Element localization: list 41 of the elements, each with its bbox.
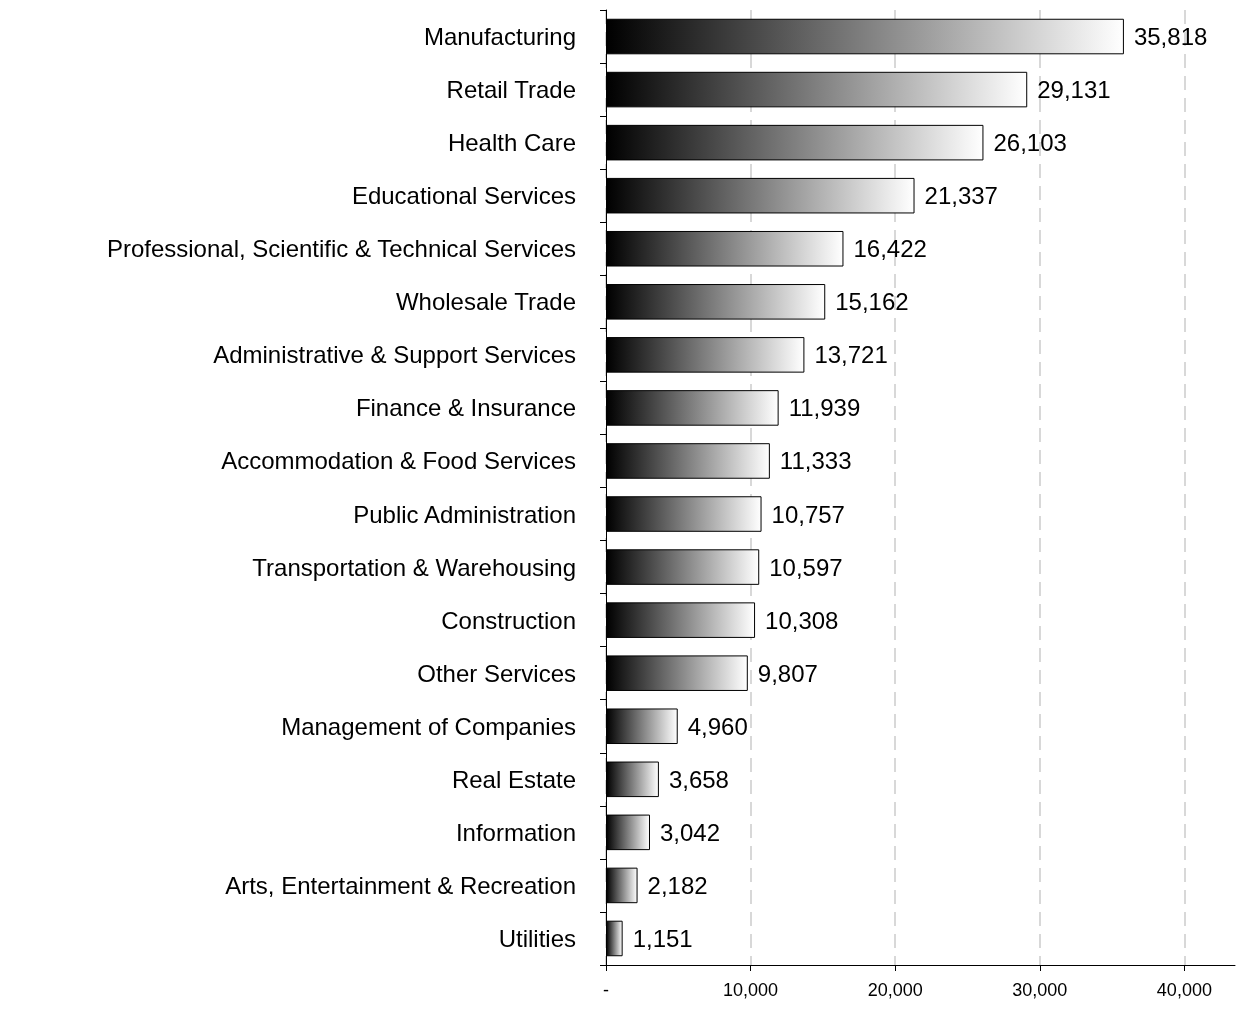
data-label: 21,337 [924, 182, 998, 210]
y-tick-label: Utilities [498, 924, 576, 952]
y-tick-label: Management of Companies [281, 712, 576, 740]
y-tick-label: Administrative & Support Services [213, 341, 576, 369]
data-label: 10,757 [771, 500, 845, 528]
data-label: 1,151 [632, 924, 693, 952]
y-tick-label: Information [455, 818, 576, 846]
data-label: 2,182 [647, 871, 708, 899]
y-tick-label: Health Care [447, 129, 576, 157]
data-label: 13,721 [814, 341, 888, 369]
data-label: 35,818 [1133, 23, 1208, 51]
y-tick-label: Educational Services [351, 182, 576, 210]
data-label: 15,162 [835, 288, 909, 316]
data-label: 10,597 [769, 553, 843, 581]
data-label: 11,333 [779, 447, 852, 475]
y-tick-label: Real Estate [451, 765, 576, 793]
data-label: 3,042 [659, 818, 721, 846]
data-label: 10,308 [765, 606, 839, 634]
x-tick-label: 20,000 [867, 980, 923, 1000]
y-tick-label: Manufacturing [423, 23, 576, 51]
y-tick-label: Other Services [417, 659, 576, 687]
x-tick-label: 40,000 [1156, 980, 1212, 1000]
data-label: 3,658 [668, 765, 729, 793]
data-label: 29,131 [1037, 76, 1111, 104]
data-label: 9,807 [757, 659, 818, 687]
y-tick-label: Finance & Insurance [355, 394, 576, 422]
x-tick-label: 30,000 [1012, 980, 1068, 1000]
y-tick-label: Construction [441, 606, 576, 634]
x-tick-label: - [603, 980, 609, 1000]
y-tick-label: Accommodation & Food Services [221, 447, 576, 475]
y-tick-label: Transportation & Warehousing [252, 553, 576, 581]
data-label: 4,960 [687, 712, 748, 740]
y-tick-label: Professional, Scientific & Technical Services [106, 235, 576, 263]
y-tick-label: Wholesale Trade [395, 288, 576, 316]
y-tick-label: Public Administration [353, 500, 576, 528]
x-tick-label: 10,000 [723, 980, 779, 1000]
data-label: 26,103 [993, 129, 1067, 157]
y-tick-label: Arts, Entertainment & Recreation [225, 871, 576, 899]
y-tick-label: Retail Trade [446, 76, 576, 104]
data-label: 16,422 [853, 235, 927, 263]
data-label: 11,939 [788, 394, 861, 422]
